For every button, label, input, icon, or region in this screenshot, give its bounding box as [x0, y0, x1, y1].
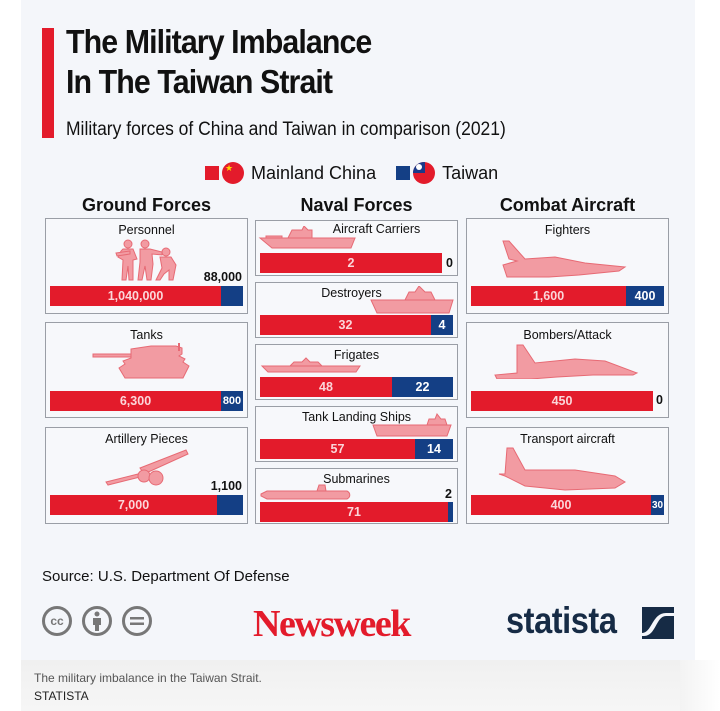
cc-noderivatives-icon — [122, 606, 152, 636]
tank-landing-ships-panel: Tank Landing Ships 57 14 — [255, 406, 458, 462]
fighters-china-value: 1,600 — [471, 286, 626, 306]
tanks-panel: Tanks 6,300 800 — [45, 322, 248, 418]
fighters-bar: 1,600 400 — [471, 286, 664, 306]
fighters-taiwan-value: 400 — [626, 286, 664, 306]
frigate-icon — [260, 357, 362, 373]
aircraft-carriers-china-value: 2 — [260, 253, 442, 273]
personnel-label: Personnel — [118, 223, 175, 237]
fighters-panel: Fighters 1,600 400 — [466, 218, 669, 314]
aircraft-carriers-panel: Aircraft Carriers 2 0 — [255, 220, 458, 276]
statista-mark-icon — [642, 607, 674, 639]
cc-license-icon: cc — [42, 606, 72, 636]
newsweek-logo: Newsweek — [253, 603, 411, 645]
personnel-taiwan-segment — [221, 286, 243, 306]
legend-china-label: Mainland China — [251, 162, 377, 183]
tank-landing-ships-label: Tank Landing Ships — [301, 410, 412, 424]
china-swatch — [205, 166, 219, 180]
transport-plane-icon — [495, 446, 631, 492]
tanks-bar: 6,300 800 — [50, 391, 243, 411]
frigates-label: Frigates — [333, 348, 380, 362]
destroyers-label: Destroyers — [321, 286, 382, 300]
tanks-taiwan-value: 800 — [221, 391, 243, 411]
submarine-icon — [259, 483, 357, 501]
tank-icon — [91, 343, 203, 381]
bombers-panel: Bombers/Attack 450 0 — [466, 322, 669, 418]
statista-logo: statista — [506, 600, 617, 641]
bombers-china-value: 450 — [471, 391, 653, 411]
submarines-china-value: 71 — [260, 502, 448, 522]
aircraft-carriers-label: Aircraft Carriers — [332, 222, 421, 236]
aircraft-carriers-bar: 2 — [260, 253, 442, 273]
bombers-label: Bombers/Attack — [523, 328, 612, 342]
destroyer-icon — [369, 286, 455, 314]
title-line-1: The Military Imbalance — [66, 23, 372, 60]
submarines-bar: 71 — [260, 502, 453, 522]
artillery-panel: Artillery Pieces 1,100 7,000 — [45, 427, 248, 524]
submarines-taiwan-segment — [448, 502, 453, 522]
tank-landing-ships-china-value: 57 — [260, 439, 415, 459]
taiwan-swatch — [396, 166, 411, 180]
submarines-panel: Submarines 2 71 — [255, 468, 458, 524]
destroyers-china-value: 32 — [260, 315, 431, 335]
legend: Mainland China Taiwan — [205, 162, 498, 184]
personnel-bar: 1,040,000 — [50, 286, 243, 306]
transport-aircraft-taiwan-value: 30 — [651, 495, 664, 515]
ground-forces-heading: Ground Forces — [81, 195, 211, 215]
image-caption: The military imbalance in the Taiwan Str… — [34, 671, 262, 685]
submarines-label: Submarines — [323, 472, 390, 486]
title-line-2: In The Taiwan Strait — [66, 63, 333, 100]
chart-title: The Military Imbalance In The Taiwan Str… — [66, 22, 372, 102]
fighter-jet-icon — [497, 239, 633, 281]
artillery-icon — [104, 448, 194, 488]
fighters-label: Fighters — [544, 223, 591, 237]
destroyers-panel: Destroyers 32 4 — [255, 282, 458, 338]
taiwan-flag-icon — [413, 162, 436, 184]
tank-landing-ships-taiwan-value: 14 — [415, 439, 453, 459]
naval-forces-heading: Naval Forces — [300, 195, 413, 215]
landing-ship-icon — [371, 413, 453, 437]
combat-aircraft-heading: Combat Aircraft — [499, 195, 636, 215]
carrier-icon — [258, 226, 356, 250]
frigates-bar: 48 22 — [260, 377, 453, 397]
transport-aircraft-bar: 400 30 — [471, 495, 664, 515]
tanks-label: Tanks — [130, 328, 163, 342]
artillery-china-value: 7,000 — [50, 495, 217, 515]
image-credit: STATISTA — [34, 689, 89, 703]
cc-attribution-icon — [82, 606, 112, 636]
chart-subtitle: Military forces of China and Taiwan in c… — [66, 119, 506, 140]
legend-taiwan-label: Taiwan — [442, 162, 499, 183]
personnel-panel: Personnel 88,000 1,040,000 — [45, 218, 248, 314]
transport-aircraft-panel: Transport aircraft 400 30 — [466, 427, 669, 524]
personnel-china-value: 1,040,000 — [50, 286, 221, 306]
artillery-taiwan-segment — [217, 495, 243, 515]
caption-area — [21, 660, 695, 711]
artillery-label: Artillery Pieces — [105, 432, 188, 446]
soldiers-icon — [114, 239, 186, 281]
destroyers-bar: 32 4 — [260, 315, 453, 335]
frigates-taiwan-value: 22 — [392, 377, 453, 397]
personnel-taiwan-value: 88,000 — [203, 270, 242, 284]
artillery-taiwan-value: 1,100 — [210, 479, 242, 493]
tank-landing-ships-bar: 57 14 — [260, 439, 453, 459]
title-accent-bar — [42, 28, 54, 138]
source-note: Source: U.S. Department Of Defense — [42, 568, 290, 585]
bomber-icon — [493, 343, 639, 379]
frigates-china-value: 48 — [260, 377, 392, 397]
transport-aircraft-china-value: 400 — [471, 495, 651, 515]
tanks-china-value: 6,300 — [50, 391, 221, 411]
caption-fade — [680, 660, 720, 711]
aircraft-carriers-taiwan-value: 0 — [446, 256, 453, 270]
destroyers-taiwan-value: 4 — [431, 315, 453, 335]
artillery-bar: 7,000 — [50, 495, 243, 515]
bombers-bar: 450 — [471, 391, 653, 411]
transport-aircraft-label: Transport aircraft — [520, 432, 615, 446]
bombers-taiwan-value: 0 — [656, 393, 663, 407]
submarines-taiwan-value: 2 — [445, 487, 452, 501]
china-flag-icon — [222, 162, 244, 184]
frigates-panel: Frigates 48 22 — [255, 344, 458, 400]
